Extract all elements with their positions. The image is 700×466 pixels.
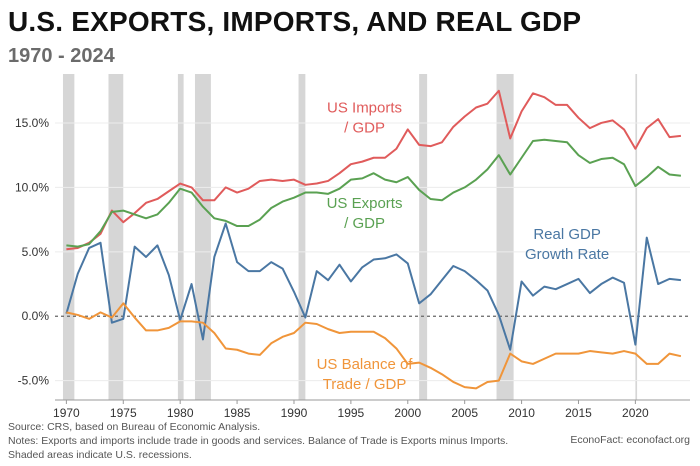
recession-band xyxy=(298,74,306,400)
y-tick-label: 0.0% xyxy=(22,309,50,323)
series-label-line: US Balance of xyxy=(317,356,414,373)
series-line xyxy=(65,222,682,351)
series-label-line: US Imports xyxy=(327,100,402,117)
x-tick-label: 2010 xyxy=(508,406,535,420)
x-tick-label: 1970 xyxy=(53,406,80,420)
recession-band xyxy=(177,74,184,400)
recession-band xyxy=(635,74,638,400)
series-line xyxy=(66,89,682,251)
series-label: Real GDP Growth Rate xyxy=(525,226,609,263)
x-tick-label: 2015 xyxy=(565,406,592,420)
y-tick-label: 5.0% xyxy=(22,245,50,259)
series-label-line: Trade / GDP xyxy=(323,376,407,393)
recession-bands xyxy=(62,74,638,400)
series-label: US Imports / GDP xyxy=(327,100,402,137)
y-tick-label: -5.0% xyxy=(18,374,50,388)
series-labels: US Imports / GDP US Exports / GDP Real GDP Gr… xyxy=(317,100,610,393)
x-tick-label: 1980 xyxy=(167,406,194,420)
series-line xyxy=(66,302,682,390)
recession-band xyxy=(62,74,75,400)
x-tick-label: 1985 xyxy=(224,406,251,420)
recession-band xyxy=(419,74,428,400)
series-label-line: Real GDP xyxy=(533,226,601,243)
series-label-line: / GDP xyxy=(344,215,385,232)
series-label-line: US Exports xyxy=(327,195,403,212)
x-tick-label: 1975 xyxy=(110,406,137,420)
series-label: US Exports / GDP xyxy=(327,195,403,232)
footnotes: Source: CRS, based on Bureau of Economic… xyxy=(8,420,508,462)
y-tick-label: 15.0% xyxy=(15,116,49,130)
source-note: Source: CRS, based on Bureau of Economic… xyxy=(8,421,261,433)
x-tick-label: 1995 xyxy=(338,406,365,420)
notes-text: Notes: Exports and imports include trade… xyxy=(8,435,509,447)
x-tick-label: 2000 xyxy=(394,406,421,420)
series-label-line: Growth Rate xyxy=(525,246,609,263)
series-label-line: / GDP xyxy=(344,120,385,137)
series-label: US Balance of Trade / GDP xyxy=(317,356,414,393)
x-tick-label: 1990 xyxy=(281,406,308,420)
x-tick-label: 2020 xyxy=(622,406,649,420)
y-axis: -5.0% 0.0% 5.0% 10.0% 15.0% xyxy=(15,116,49,388)
credit-text: EconoFact: econofact.org xyxy=(570,434,690,446)
x-axis: 1970 1975 1980 1985 1990 1995 2000 2005 2010 2015… xyxy=(53,399,690,420)
chart-subtitle: 1970 - 2024 xyxy=(8,45,115,67)
series-line xyxy=(66,138,682,248)
x-tick-label: 2005 xyxy=(451,406,478,420)
shaded-note: Shaded areas indicate U.S. recessions. xyxy=(8,449,192,461)
series-lines xyxy=(65,89,682,390)
chart-title: U.S. EXPORTS, IMPORTS, AND REAL GDP xyxy=(8,6,582,37)
y-tick-label: 10.0% xyxy=(15,180,49,194)
